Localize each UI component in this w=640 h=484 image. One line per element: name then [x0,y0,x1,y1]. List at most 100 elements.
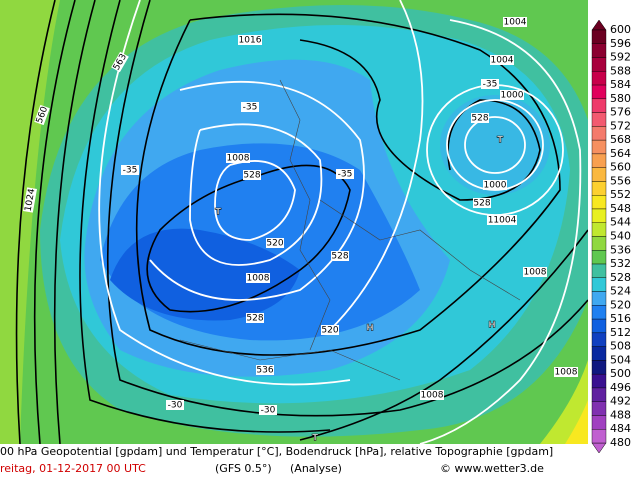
colorbar-label: 536 [610,243,631,256]
map-label: 1008 [523,267,547,278]
colorbar-swatch [591,401,607,416]
colorbar-label: 492 [610,395,631,408]
colorbar-label: 592 [610,51,631,64]
map-label: -35 [121,165,139,176]
contour-label: 1024 [24,188,38,213]
colorbar-swatch [591,291,607,306]
contour-label: 1016 [239,36,262,46]
colorbar-swatch [591,167,607,182]
colorbar-label: 580 [610,92,631,105]
contour-label: 528 [473,199,490,209]
map-label: 1000 [500,90,524,101]
colorbar-swatch [591,277,607,292]
colorbar-swatch [591,29,607,44]
footer-run: (Analyse) [290,462,342,475]
map-label: 528 [243,170,261,181]
colorbar-swatch [591,139,607,155]
colorbar-label: 516 [610,312,631,325]
colorbar-swatch [591,153,607,168]
label-box [481,79,499,89]
colorbar-swatch [591,181,607,196]
label-box [500,90,524,100]
colorbar-swatch [591,415,607,430]
label-box [420,390,444,400]
map-label: 520 [321,325,339,336]
colorbar-label: 480 [610,436,631,449]
map-labels: 56356010241016100410041000-35528T-351008… [22,17,578,444]
map-label: 1004 [503,17,527,28]
footer-credit: © www.wetter3.de [440,462,544,475]
label-box [487,215,517,225]
colorbar-label: 596 [610,37,631,50]
contour-label: 536 [256,366,273,376]
map-label: -35 [481,79,499,90]
contour-label: -30 [168,401,183,411]
map-label: 1008 [226,153,250,164]
label-box [34,104,50,126]
colorbar-label: 504 [610,353,631,366]
colorbar-label: 520 [610,298,631,311]
label-box [246,313,264,323]
label-box [22,187,38,213]
colorbar-label: 524 [610,285,631,298]
label-box [471,113,489,123]
map-label: T [215,207,223,218]
colorbar-swatch [591,194,607,210]
contour-label: 520 [266,239,283,249]
label-box [259,405,277,415]
colorbar-label: 576 [610,106,631,119]
map-label: -35 [336,169,354,180]
contour-label: 1000 [484,181,507,191]
colorbar-swatch [591,222,607,237]
map [0,0,588,444]
colorbar-label: 572 [610,119,631,132]
colorbar-label: 532 [610,257,631,270]
colorbar-label: 564 [610,147,631,160]
contour-label: 1008 [227,154,250,164]
map-label: 1008 [420,390,444,401]
map-label: 1000 [483,180,507,191]
contour-label: -35 [243,103,258,113]
map-label: H [366,323,374,334]
contour-label: 1008 [247,274,270,284]
colorbar-swatch [591,112,607,127]
colorbar-swatch [591,373,607,389]
footer-model: (GFS 0.5°) [215,462,272,475]
map-label: 536 [256,365,274,376]
footer-title: 00 hPa Geopotential [gpdam] und Temperat… [0,445,553,458]
colorbar-label: 588 [610,64,631,77]
contour-label: H [366,324,374,334]
colorbar-label: 512 [610,326,631,339]
colorbar-swatch [591,208,607,223]
colorbar-label: 484 [610,422,631,435]
colorbar-label: 544 [610,216,631,229]
map-label: 1016 [238,35,262,46]
footer-date: reitag, 01-12-2017 00 UTC [0,462,146,475]
colorbar-swatch [591,43,607,58]
label-box [241,102,259,112]
colorbar-swatch [591,126,607,141]
colorbar-label: 528 [610,271,631,284]
map-label: 1024 [22,187,38,213]
colorbar-swatch [591,305,607,320]
contour-label: 1000 [501,91,524,101]
map-label: -35 [241,102,259,113]
label-box [266,238,284,248]
colorbar-top-arrow [591,19,607,31]
map-label: -30 [166,400,184,411]
contour-label: 528 [331,252,348,262]
map-label: 1004 [490,55,514,66]
colorbar-swatch [591,98,607,113]
label-box [490,55,514,65]
map-label: T [497,135,505,146]
colorbar-label: 496 [610,381,631,394]
label-box [166,400,184,410]
contour-label: 528 [471,114,488,124]
label-box [238,35,262,45]
map-label: 528 [246,313,264,324]
label-box [336,169,354,179]
map-label: 1008 [554,367,578,378]
colorbar-label: 584 [610,78,631,91]
map-label: 520 [266,238,284,249]
map-label: 11004 [487,215,517,226]
